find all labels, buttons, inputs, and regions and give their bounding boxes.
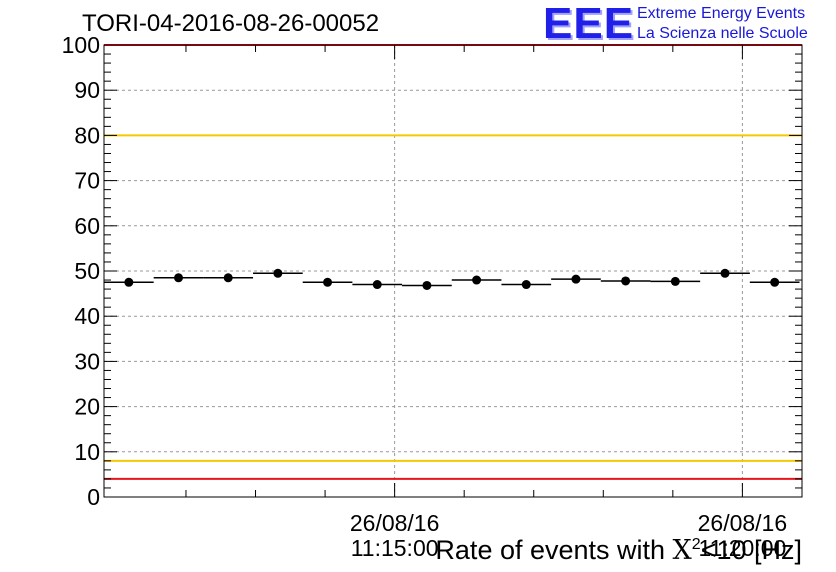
x-axis-title-chi: X <box>672 535 692 566</box>
grid <box>104 45 802 497</box>
y-tick-label-50: 50 <box>74 258 100 284</box>
logo-mark: EEE <box>543 0 635 48</box>
data-series <box>104 268 800 290</box>
data-point-5 <box>372 280 382 290</box>
data-point-10 <box>621 276 631 286</box>
data-point-12 <box>720 268 730 278</box>
y-tick-label-30: 30 <box>74 348 100 374</box>
data-point-11 <box>670 276 680 286</box>
x-axis-title-pre: Rate of events with <box>435 535 673 565</box>
data-point-7 <box>472 275 482 285</box>
x-tick-label-date-1: 26/08/16 <box>698 510 788 536</box>
data-point-4 <box>323 277 333 287</box>
y-axis: 0 10 20 30 40 50 60 70 80 90 100 <box>62 32 802 510</box>
y-tick-label-70: 70 <box>74 168 100 194</box>
eee-logo: EEE Extreme Energy Events La Scienza nel… <box>543 2 833 46</box>
y-tick-label-60: 60 <box>74 213 100 239</box>
data-point-13 <box>770 277 780 287</box>
data-point-6 <box>422 280 432 290</box>
data-point-2 <box>223 273 233 283</box>
x-tick-label-time-1: 11:20:00 <box>698 535 786 561</box>
logo-line-2: La Scienza nelle Scuole <box>637 25 808 42</box>
data-point-1 <box>174 273 184 283</box>
y-tick-label-0: 0 <box>87 484 100 510</box>
data-point-3 <box>273 268 283 278</box>
x-axis-title-post: <10 [Hz] <box>700 535 802 565</box>
y-tick-label-10: 10 <box>74 439 100 465</box>
y-tick-label-40: 40 <box>74 303 100 329</box>
logo-line-1: Extreme Energy Events <box>637 5 806 22</box>
data-point-8 <box>521 280 531 290</box>
x-tick-label-time-0: 11:15:00 <box>351 535 439 561</box>
limit-lines <box>104 44 802 480</box>
y-tick-label-20: 20 <box>74 394 100 420</box>
x-axis-title: Rate of events with X2<10 [Hz] <box>435 535 802 566</box>
y-tick-label-100: 100 <box>62 32 100 58</box>
data-point-0 <box>124 277 134 287</box>
x-axis-title-sup: 2 <box>691 536 701 553</box>
x-tick-label-date-0: 26/08/16 <box>350 510 440 536</box>
y-tick-label-80: 80 <box>74 122 100 148</box>
data-point-9 <box>571 274 581 284</box>
y-tick-label-90: 90 <box>74 77 100 103</box>
chart-title: TORI-04-2016-08-26-00052 <box>82 10 380 37</box>
